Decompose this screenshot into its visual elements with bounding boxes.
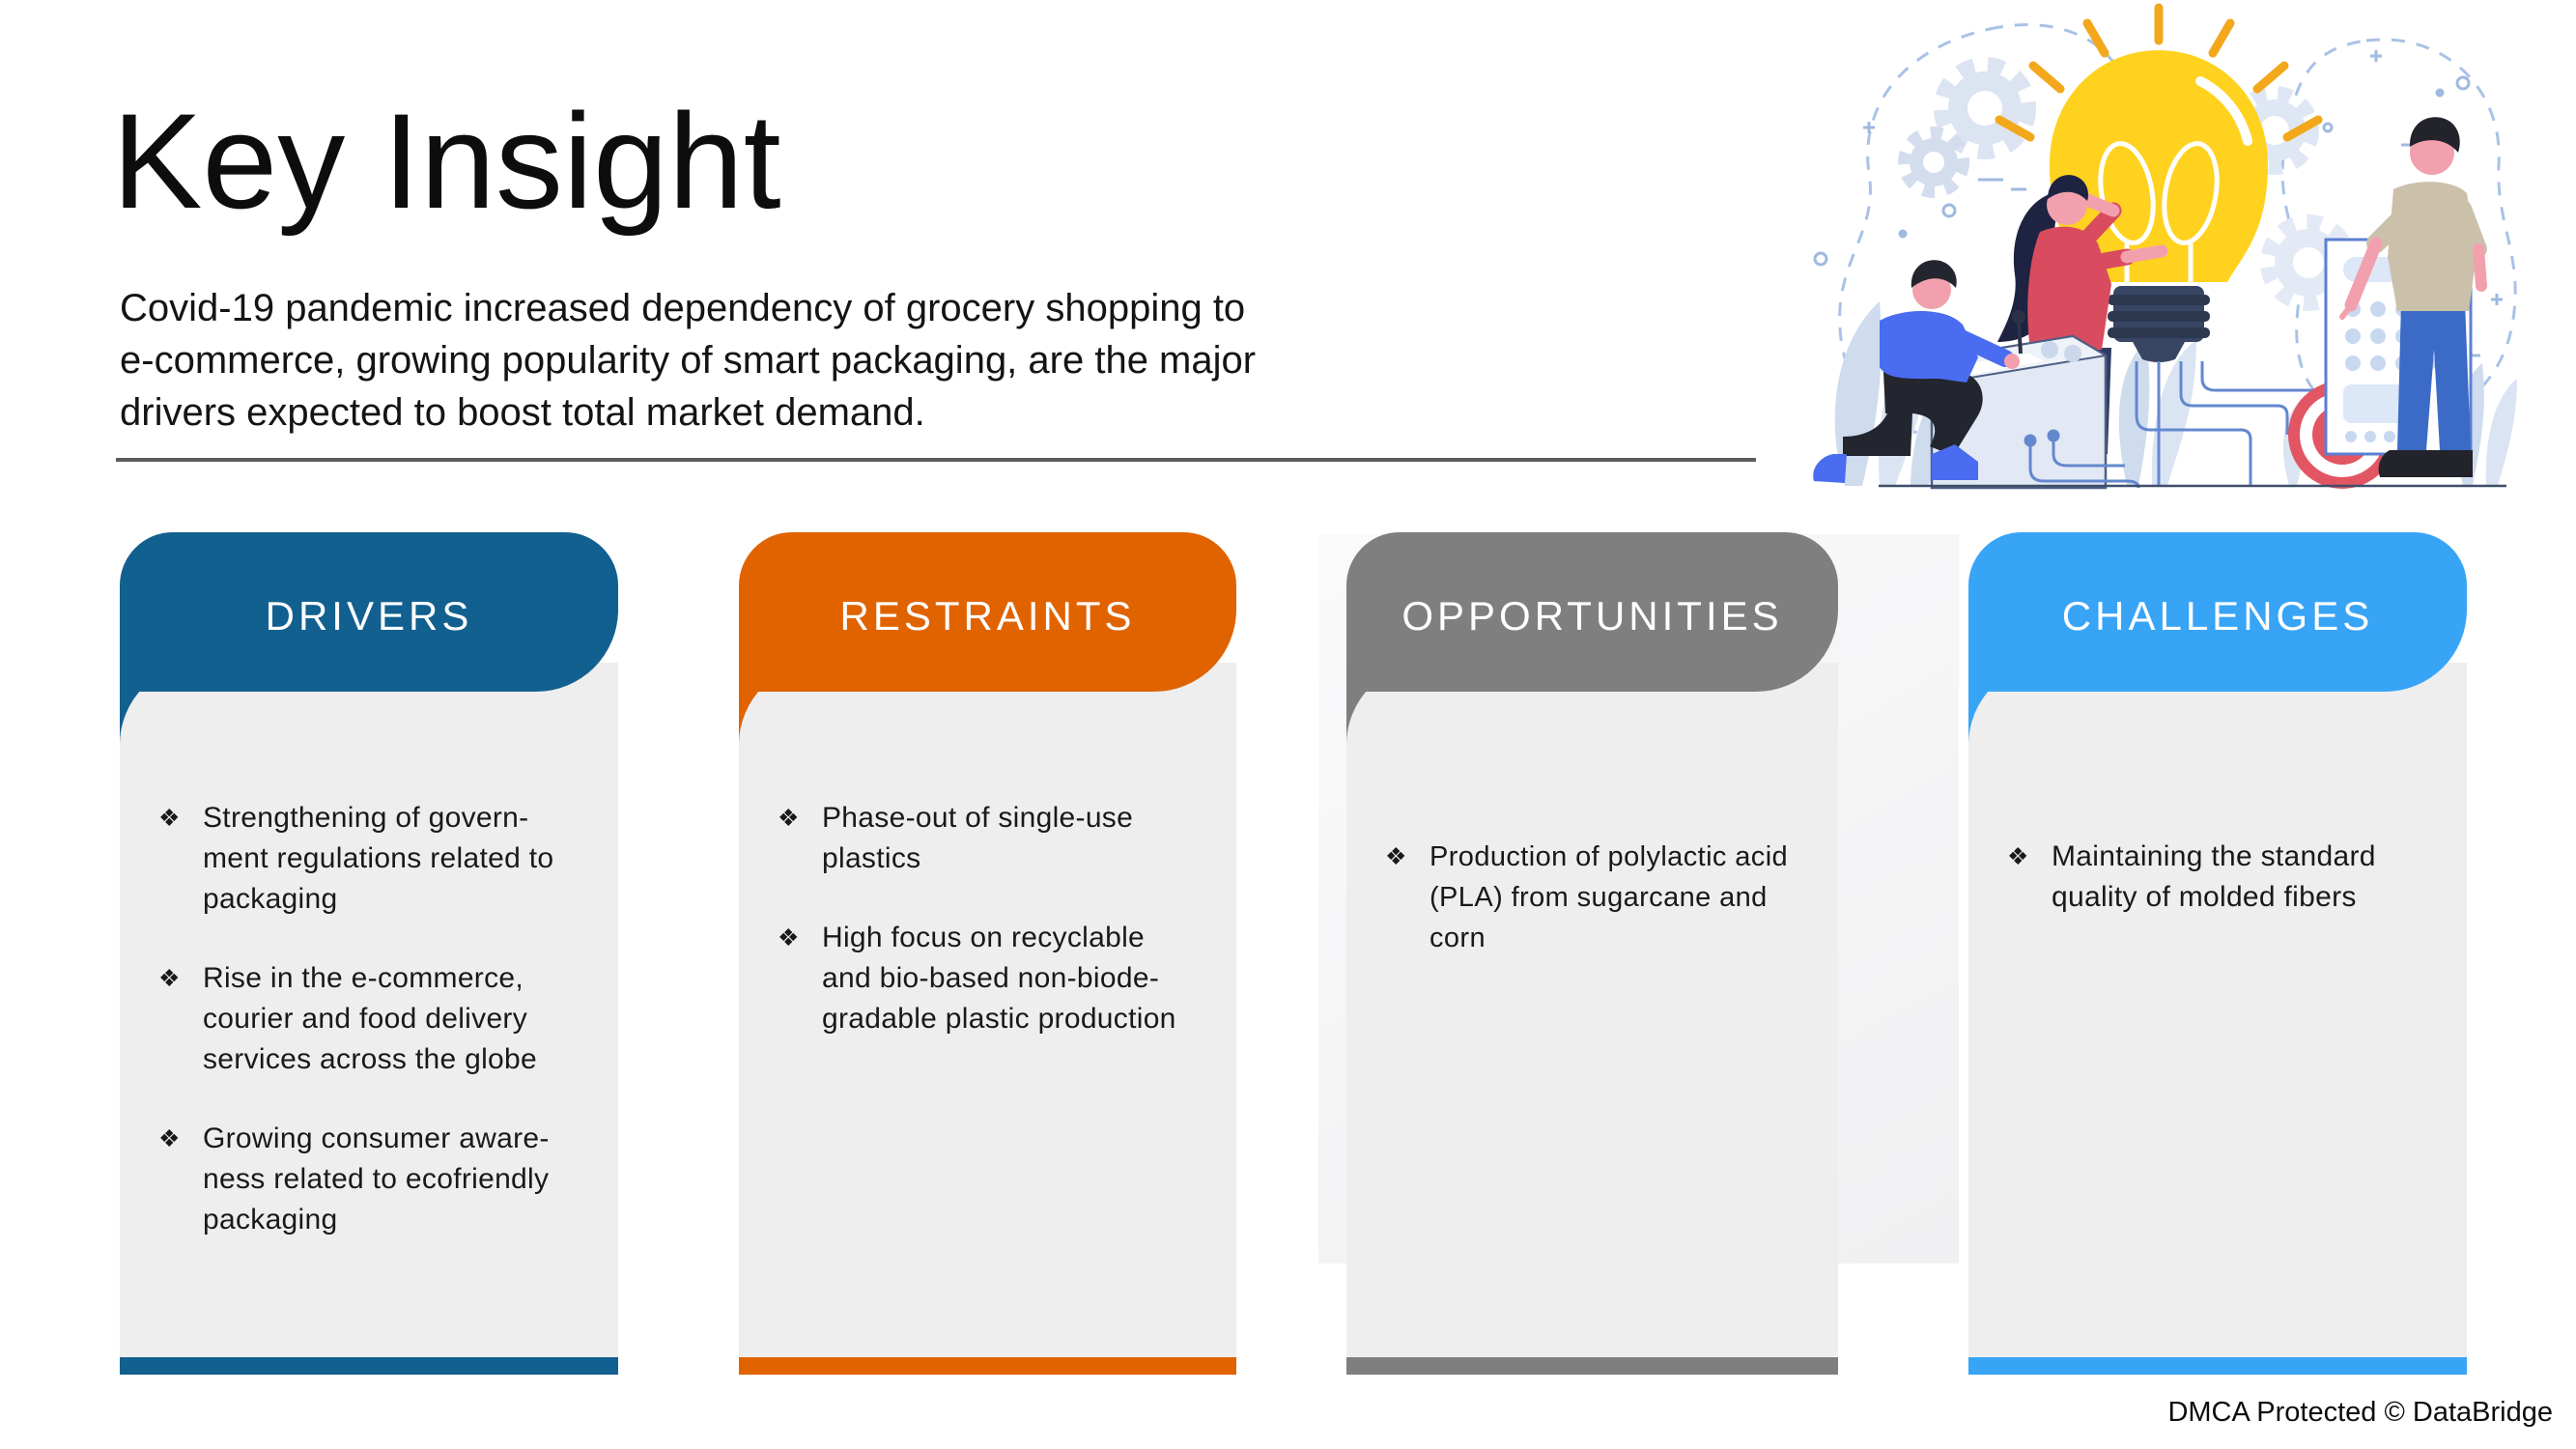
card-header-opportunities: OPPORTUNITIES — [1346, 532, 1838, 692]
diamond-bullet-icon: ❖ — [1385, 843, 1407, 870]
card-footer-bar — [1968, 1357, 2467, 1375]
bullet-list: ❖ Phase-out of single-use plastics ❖ Hig… — [778, 798, 1213, 1039]
list-item: ❖ Strengthening of govern- ment regulati… — [158, 798, 595, 920]
card-body: ❖ Production of polylactic acid (PLA) fr… — [1346, 663, 1838, 1357]
card-header-restraints: RESTRAINTS — [739, 532, 1236, 692]
card-drivers: DRIVERS ❖ Strengthening of govern- ment … — [120, 532, 618, 1375]
person-reaching — [1997, 175, 2168, 454]
card-challenges: CHALLENGES ❖ Maintaining the standard qu… — [1968, 532, 2467, 1375]
card-footer-bar — [120, 1357, 618, 1375]
card-header-challenges: CHALLENGES — [1968, 532, 2467, 692]
divider-line — [116, 458, 1756, 462]
card-title: RESTRAINTS — [839, 592, 1136, 639]
card-restraints: RESTRAINTS ❖ Phase-out of single-use pla… — [739, 532, 1236, 1375]
person-pointing — [2339, 117, 2487, 477]
bullet-text: Maintaining the standard quality of mold… — [2052, 840, 2376, 913]
card-body: ❖ Phase-out of single-use plastics ❖ Hig… — [739, 663, 1236, 1357]
bullet-text: High focus on recyclable and bio-based n… — [822, 922, 1176, 1035]
card-title: CHALLENGES — [2061, 592, 2374, 639]
bullet-list: ❖ Maintaining the standard quality of mo… — [2007, 837, 2444, 918]
list-item: ❖ Maintaining the standard quality of mo… — [2007, 837, 2444, 918]
bullet-text: Growing consumer aware- ness related to … — [203, 1122, 550, 1236]
bullet-text: Phase-out of single-use plastics — [822, 802, 1134, 874]
list-item: ❖ Rise in the e-commerce, courier and fo… — [158, 958, 595, 1080]
connector-wires — [2135, 361, 2324, 486]
desk-wires — [2024, 429, 2140, 489]
bullet-text: Production of polylactic acid (PLA) from… — [1430, 841, 1789, 953]
card-title: OPPORTUNITIES — [1401, 592, 1783, 639]
page-subtitle: Covid-19 pandemic increased dependency o… — [120, 287, 1257, 434]
diamond-bullet-icon: ❖ — [2007, 843, 2029, 870]
bullet-list: ❖ Production of polylactic acid (PLA) fr… — [1385, 837, 1815, 958]
card-body: ❖ Maintaining the standard quality of mo… — [1968, 663, 2467, 1357]
list-item: ❖ Growing consumer aware- ness related t… — [158, 1119, 595, 1240]
list-item: ❖ Production of polylactic acid (PLA) fr… — [1385, 837, 1815, 958]
doodad-marks — [1813, 50, 2503, 357]
card-footer-bar — [1346, 1357, 1838, 1375]
list-item: ❖ Phase-out of single-use plastics — [778, 798, 1213, 879]
diamond-bullet-icon: ❖ — [158, 1125, 181, 1152]
page-title: Key Insight — [112, 85, 781, 237]
bullet-list: ❖ Strengthening of govern- ment regulati… — [158, 798, 595, 1240]
dmca-protection-note: DMCA Protected © DataBridge — [2167, 1397, 2553, 1428]
bullet-text: Strengthening of govern- ment regulation… — [203, 802, 554, 915]
bulb-rays — [1995, 3, 2323, 142]
card-header-drivers: DRIVERS — [120, 532, 618, 692]
diamond-bullet-icon: ❖ — [778, 805, 800, 832]
card-title: DRIVERS — [265, 592, 473, 639]
card-body: ❖ Strengthening of govern- ment regulati… — [120, 663, 618, 1357]
diamond-bullet-icon: ❖ — [158, 965, 181, 992]
diamond-bullet-icon: ❖ — [778, 924, 800, 952]
diamond-bullet-icon: ❖ — [158, 805, 181, 832]
card-opportunities: OPPORTUNITIES ❖ Production of polylactic… — [1346, 532, 1838, 1375]
person-kneeling — [1813, 260, 2020, 483]
list-item: ❖ High focus on recyclable and bio-based… — [778, 918, 1213, 1039]
card-footer-bar — [739, 1357, 1236, 1375]
teamwork-idea-illustration — [1813, 3, 2517, 490]
bullet-text: Rise in the e-commerce, courier and food… — [203, 962, 537, 1075]
